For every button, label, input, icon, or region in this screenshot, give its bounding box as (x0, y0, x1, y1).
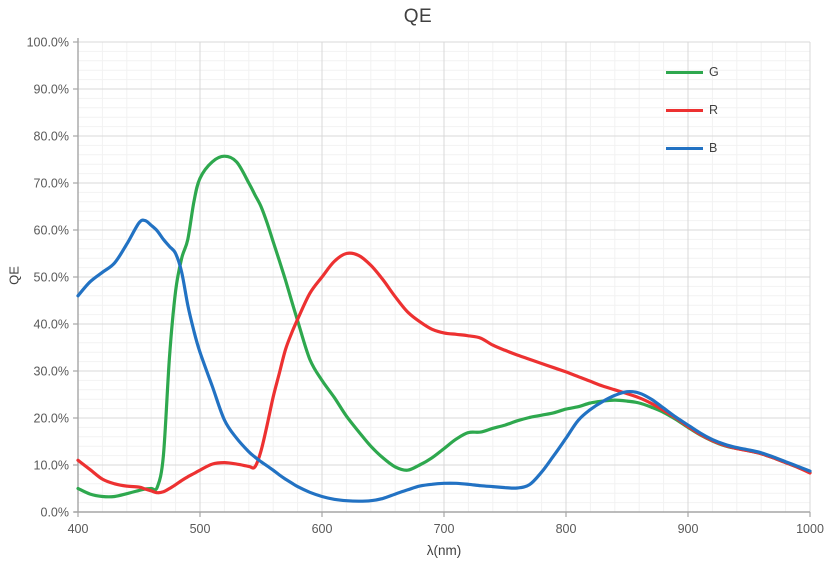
y-tick-label: 50.0% (34, 271, 69, 285)
chart-title: QE (403, 6, 433, 27)
legend-item-b: B (666, 129, 719, 167)
legend-label-r: R (709, 103, 719, 117)
legend: G R B (666, 53, 719, 167)
y-tick-label: 70.0% (34, 177, 69, 191)
x-tick-label: 800 (556, 522, 577, 536)
x-tick-label: 1000 (796, 522, 824, 536)
series-line-B (76, 218, 812, 503)
legend-item-g: G (666, 53, 719, 91)
legend-item-r: R (666, 91, 719, 129)
y-tick-label: 80.0% (34, 130, 69, 144)
y-tick-label: 60.0% (34, 224, 69, 238)
y-tick-label: 30.0% (34, 365, 69, 379)
legend-label-b: B (709, 141, 718, 155)
y-tick-label: 10.0% (34, 459, 69, 473)
y-axis-title: QE (6, 266, 22, 285)
y-tick-label: 0.0% (41, 506, 70, 520)
y-tick-label: 40.0% (34, 318, 69, 332)
x-tick-label: 500 (190, 522, 211, 536)
x-tick-label: 900 (678, 522, 699, 536)
legend-line-swatch-b (666, 146, 703, 150)
legend-line-swatch-r (666, 108, 703, 112)
y-tick-label: 100.0% (27, 36, 69, 50)
y-tick-label: 20.0% (34, 412, 69, 426)
legend-label-g: G (709, 65, 719, 79)
x-axis-title: λ(nm) (426, 543, 462, 558)
x-tick-label: 600 (312, 522, 333, 536)
y-tick-label: 90.0% (34, 83, 69, 97)
x-tick-label: 400 (68, 522, 89, 536)
legend-line-swatch-g (666, 70, 703, 74)
x-tick-label: 700 (434, 522, 455, 536)
